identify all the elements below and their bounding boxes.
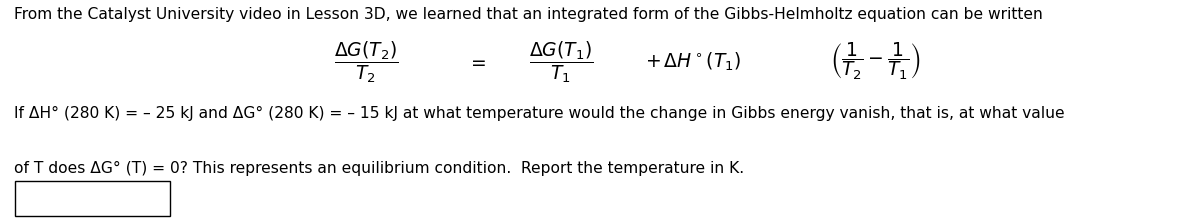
Text: From the Catalyst University video in Lesson 3D, we learned that an integrated f: From the Catalyst University video in Le…: [14, 7, 1043, 22]
Text: $+\,\Delta H^\circ(T_1)$: $+\,\Delta H^\circ(T_1)$: [646, 51, 742, 73]
Text: If ΔH° (280 K) = – 25 kJ and ΔG° (280 K) = – 15 kJ at what temperature would the: If ΔH° (280 K) = – 25 kJ and ΔG° (280 K)…: [14, 106, 1066, 121]
Text: $\dfrac{\Delta G(T_1)}{T_1}$: $\dfrac{\Delta G(T_1)}{T_1}$: [529, 39, 594, 85]
Text: of T does ΔG° (T) = 0? This represents an equilibrium condition.  Report the tem: of T does ΔG° (T) = 0? This represents a…: [14, 161, 744, 176]
Text: $\dfrac{\Delta G(T_2)}{T_2}$: $\dfrac{\Delta G(T_2)}{T_2}$: [334, 39, 398, 85]
Text: $\left(\dfrac{1}{T_2} - \dfrac{1}{T_1}\right)$: $\left(\dfrac{1}{T_2} - \dfrac{1}{T_1}\r…: [830, 41, 922, 82]
Text: $=$: $=$: [467, 52, 486, 71]
